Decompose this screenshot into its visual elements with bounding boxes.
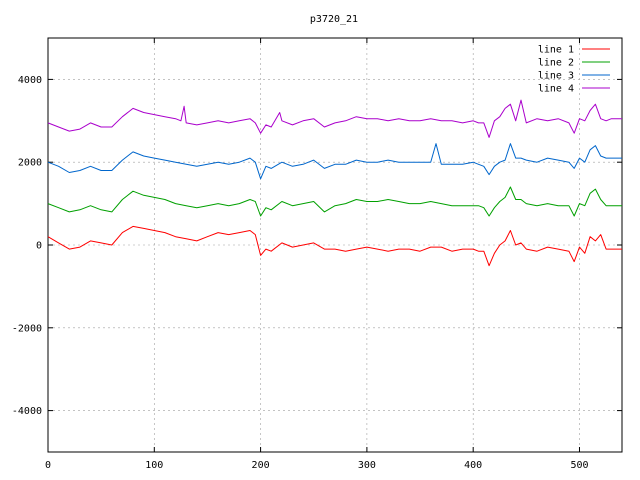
axis-ticks: 0 100 200 300 400 500 -4000 -2000 0 2000 4000 <box>12 38 622 471</box>
x-tick-label: 100 <box>145 460 163 471</box>
x-tick-label: 0 <box>45 460 51 471</box>
series-line-4 <box>47 99 622 138</box>
legend: line 1 line 2 line 3 line 4 <box>538 45 610 95</box>
x-tick-label: 300 <box>358 460 376 471</box>
legend-label-3: line 3 <box>538 71 574 82</box>
legend-label-4: line 4 <box>538 84 574 95</box>
series-group <box>47 99 622 267</box>
grid <box>48 38 622 452</box>
y-tick-label: -2000 <box>12 323 42 334</box>
chart-title: p3720_21 <box>310 14 358 25</box>
x-tick-label: 200 <box>252 460 270 471</box>
legend-label-2: line 2 <box>538 58 574 69</box>
y-tick-label: 0 <box>36 241 42 252</box>
series-line-3 <box>47 143 622 180</box>
x-tick-label: 400 <box>464 460 482 471</box>
legend-label-1: line 1 <box>538 45 574 56</box>
y-tick-label: -4000 <box>12 406 42 417</box>
y-tick-label: 4000 <box>18 75 42 86</box>
series-line-2 <box>47 186 622 217</box>
y-tick-label: 2000 <box>18 158 42 169</box>
series-line-1 <box>47 225 622 267</box>
x-tick-label: 500 <box>570 460 588 471</box>
